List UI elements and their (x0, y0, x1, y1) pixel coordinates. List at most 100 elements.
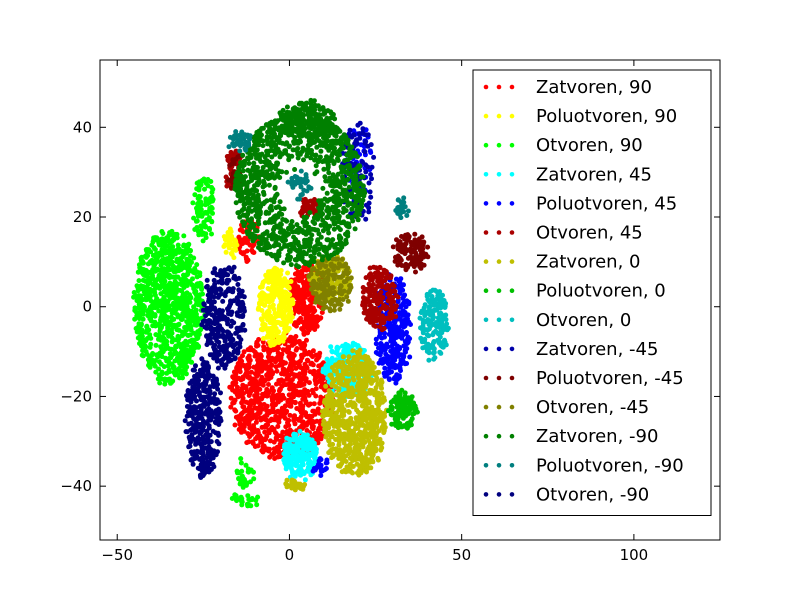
data-point (256, 337, 262, 342)
data-point (266, 382, 271, 387)
data-point (159, 298, 165, 304)
data-point (403, 424, 409, 430)
data-point (290, 382, 296, 388)
data-point (375, 301, 381, 307)
data-point (259, 374, 265, 380)
data-point (241, 421, 247, 427)
data-point (388, 301, 394, 307)
data-point (357, 365, 363, 371)
data-point (162, 240, 168, 245)
data-point (154, 352, 160, 358)
data-point (346, 354, 352, 360)
data-point (336, 418, 341, 424)
data-point (317, 350, 323, 356)
data-point (288, 483, 294, 489)
data-point (438, 305, 444, 311)
data-point (253, 419, 259, 425)
data-point (255, 352, 260, 358)
data-point (399, 335, 405, 341)
data-point (403, 304, 409, 310)
data-point (367, 360, 373, 366)
data-point (294, 346, 300, 351)
data-point (272, 290, 278, 296)
data-point (301, 284, 307, 290)
data-point (295, 272, 300, 278)
data-point (336, 387, 342, 393)
data-point (155, 251, 161, 257)
data-point (301, 310, 307, 316)
data-point (347, 446, 353, 452)
data-point (313, 374, 318, 379)
data-point (166, 367, 172, 373)
data-point (304, 351, 310, 357)
data-point (301, 200, 307, 206)
data-point (188, 295, 194, 301)
data-point (209, 194, 215, 200)
data-point (208, 179, 214, 184)
data-point (340, 410, 346, 416)
data-point (364, 464, 369, 469)
data-point (177, 360, 183, 366)
data-point (263, 436, 269, 442)
data-point (324, 406, 330, 412)
data-point (144, 248, 150, 254)
data-point (339, 374, 345, 379)
data-point (418, 325, 423, 331)
data-point (295, 416, 301, 422)
data-point (148, 318, 154, 324)
data-point (355, 122, 361, 128)
data-point (274, 409, 280, 415)
data-point (422, 336, 428, 342)
data-point (166, 356, 172, 362)
data-point (230, 374, 236, 380)
data-point (150, 239, 156, 245)
data-point (299, 376, 305, 382)
data-point (293, 334, 299, 339)
data-point (390, 288, 396, 294)
data-point (305, 388, 311, 394)
data-point (443, 312, 449, 318)
data-point (345, 364, 351, 370)
data-point (343, 424, 349, 430)
data-point (242, 364, 248, 370)
data-point (246, 361, 252, 367)
data-point (307, 414, 313, 420)
data-point (151, 245, 157, 251)
data-point (267, 454, 273, 460)
data-point (276, 388, 282, 394)
data-point (246, 393, 252, 398)
data-point (261, 414, 267, 420)
data-point (256, 365, 262, 370)
data-point (138, 322, 144, 328)
data-point (440, 292, 445, 298)
data-point (303, 364, 309, 370)
data-point (373, 341, 379, 347)
data-point (255, 306, 261, 312)
data-point (203, 235, 209, 241)
data-point (233, 408, 239, 414)
data-point (181, 344, 186, 350)
data-point (153, 342, 159, 348)
data-point (287, 437, 292, 443)
data-point (292, 487, 298, 493)
data-point (162, 381, 168, 387)
data-point (158, 361, 164, 367)
data-point (310, 418, 316, 424)
data-point (191, 304, 197, 310)
data-point (266, 269, 271, 275)
data-point (371, 415, 377, 420)
data-point (366, 200, 372, 206)
data-point (276, 378, 282, 383)
data-point (322, 429, 327, 435)
data-point (146, 277, 152, 282)
data-point (302, 410, 308, 416)
data-point (250, 243, 256, 249)
data-point (397, 365, 403, 371)
data-point (158, 236, 164, 242)
data-point (228, 404, 234, 410)
data-point (389, 315, 395, 321)
data-point (257, 292, 263, 298)
data-point (230, 387, 236, 393)
data-point (328, 409, 334, 415)
data-point (189, 359, 195, 365)
